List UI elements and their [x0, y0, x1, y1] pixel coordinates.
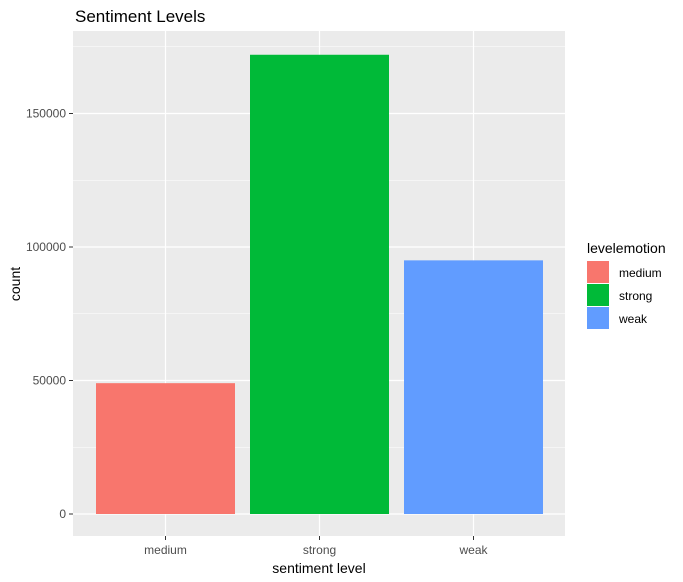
y-axis-title: count — [7, 267, 23, 301]
legend-key-weak — [587, 307, 609, 329]
y-tick-label: 100000 — [26, 240, 66, 254]
x-axis-title: sentiment level — [272, 560, 365, 576]
x-tick-label: medium — [144, 543, 187, 557]
chart-title: Sentiment Levels — [75, 7, 205, 26]
bar-strong — [250, 54, 389, 514]
legend-label-weak: weak — [618, 312, 648, 326]
legend-label-medium: medium — [619, 266, 662, 280]
bars — [96, 54, 543, 514]
x-tick-label: strong — [303, 543, 336, 557]
y-tick-label: 50000 — [33, 374, 67, 388]
legend-key-strong — [587, 284, 609, 306]
legend-items: medium strong weak — [587, 261, 662, 329]
bar-weak — [404, 260, 543, 514]
legend-key-medium — [587, 261, 609, 283]
x-tick-label: weak — [458, 543, 488, 557]
legend: levelemotion medium strong weak — [587, 240, 666, 329]
x-axis-ticks: medium strong weak — [144, 536, 489, 557]
legend-title: levelemotion — [587, 240, 666, 256]
y-axis-ticks: 0 50000 100000 150000 — [26, 107, 73, 521]
bar-medium — [96, 383, 235, 514]
y-tick-label: 150000 — [26, 107, 66, 121]
legend-label-strong: strong — [619, 289, 652, 303]
y-tick-label: 0 — [59, 507, 66, 521]
